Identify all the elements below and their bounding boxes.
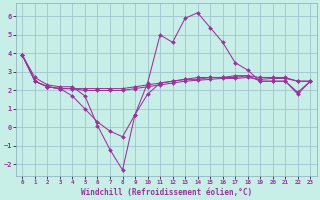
X-axis label: Windchill (Refroidissement éolien,°C): Windchill (Refroidissement éolien,°C) bbox=[81, 188, 252, 197]
